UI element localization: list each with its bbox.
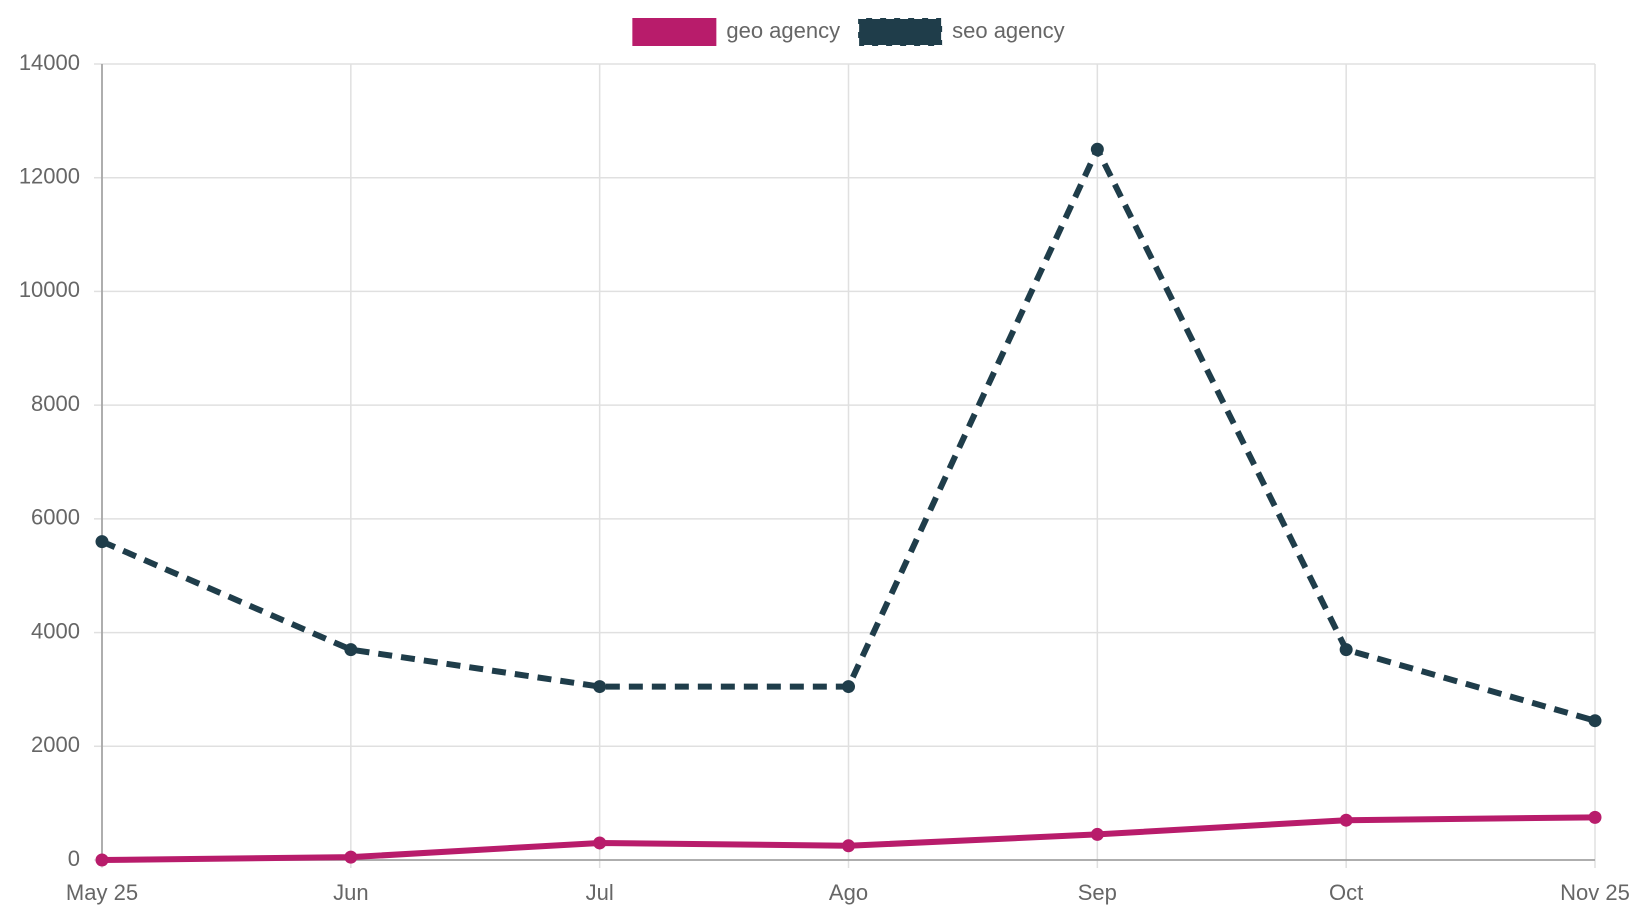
data-point: [1090, 142, 1104, 156]
legend: geo agency seo agency: [632, 17, 1065, 47]
legend-swatch: [632, 18, 717, 46]
y-tick-label: 12000: [19, 164, 80, 189]
data-point: [1090, 827, 1104, 841]
data-point: [842, 839, 855, 853]
data-point: [593, 680, 607, 694]
data-point: [1588, 810, 1602, 824]
x-tick-label: May 25: [66, 880, 138, 905]
x-tick-label: Oct: [1329, 880, 1363, 905]
y-tick-label: 2000: [31, 732, 80, 757]
data-point: [344, 850, 358, 864]
y-tick-label: 10000: [19, 277, 80, 302]
data-point: [95, 535, 109, 549]
data-point: [344, 643, 358, 657]
data-point: [1339, 643, 1353, 657]
y-tick-label: 6000: [31, 505, 80, 530]
y-tick-label: 14000: [19, 50, 80, 75]
x-tick-label: Ago: [829, 880, 868, 905]
legend-label: seo agency: [952, 18, 1065, 43]
data-point: [95, 853, 109, 867]
x-tick-label: Jun: [333, 880, 368, 905]
legend-label: geo agency: [726, 18, 840, 43]
x-tick-label: Jul: [586, 880, 614, 905]
legend-swatch: [857, 17, 944, 47]
data-point: [593, 836, 607, 850]
x-tick-label: Sep: [1078, 880, 1117, 905]
y-tick-label: 4000: [31, 618, 80, 643]
data-point: [842, 680, 855, 694]
x-tick-label: Nov 25: [1560, 880, 1630, 905]
data-point: [1339, 813, 1353, 827]
y-tick-label: 8000: [31, 391, 80, 416]
y-tick-label: 0: [68, 846, 80, 871]
data-point: [1588, 714, 1602, 728]
